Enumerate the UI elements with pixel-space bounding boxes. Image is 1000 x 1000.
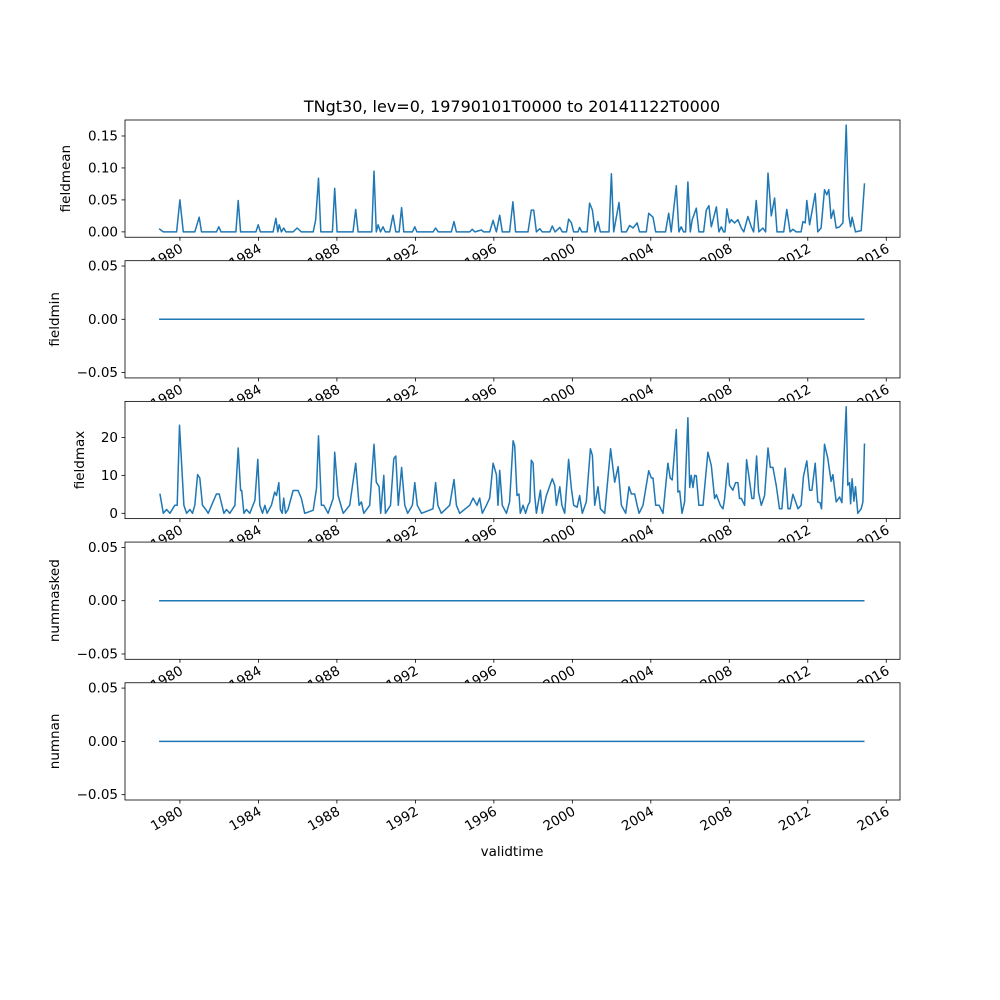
- y-tick-label: 0.05: [88, 259, 118, 275]
- y-tick-label: 20: [101, 430, 118, 446]
- fieldmax-series-line: [159, 405, 866, 515]
- y-axis-label: fieldmean: [58, 145, 74, 212]
- y-tick-label: 0.15: [88, 128, 118, 144]
- y-axis-label: fieldmax: [72, 431, 88, 490]
- y-tick-label: 0.00: [88, 312, 118, 328]
- y-tick-label: 0.00: [88, 593, 118, 609]
- fieldmean-series-line: [158, 124, 866, 233]
- axes-background: [125, 120, 900, 238]
- y-tick-label: 0.00: [88, 224, 118, 240]
- y-tick-label: 0: [109, 506, 118, 522]
- y-tick-label: 0.05: [88, 681, 118, 697]
- axes-frame: [124, 400, 901, 520]
- chart-title: TNgt30, lev=0, 19790101T0000 to 20141122…: [303, 97, 720, 116]
- y-tick-label: 0.05: [88, 192, 118, 208]
- x-axis-label: validtime: [481, 844, 544, 860]
- y-tick-label: 0.05: [88, 540, 118, 556]
- y-tick-label: 0.10: [88, 160, 118, 176]
- y-tick-label: 10: [101, 468, 118, 484]
- y-tick-label: −0.05: [77, 646, 118, 662]
- y-axis-label: nummasked: [47, 559, 63, 642]
- y-axis-label: fieldmin: [47, 292, 63, 347]
- y-tick-label: 0.00: [88, 734, 118, 750]
- y-tick-label: −0.05: [77, 787, 118, 803]
- y-axis-label: numnan: [47, 714, 63, 770]
- axes-frame: [124, 119, 901, 238]
- y-tick-label: −0.05: [77, 365, 118, 381]
